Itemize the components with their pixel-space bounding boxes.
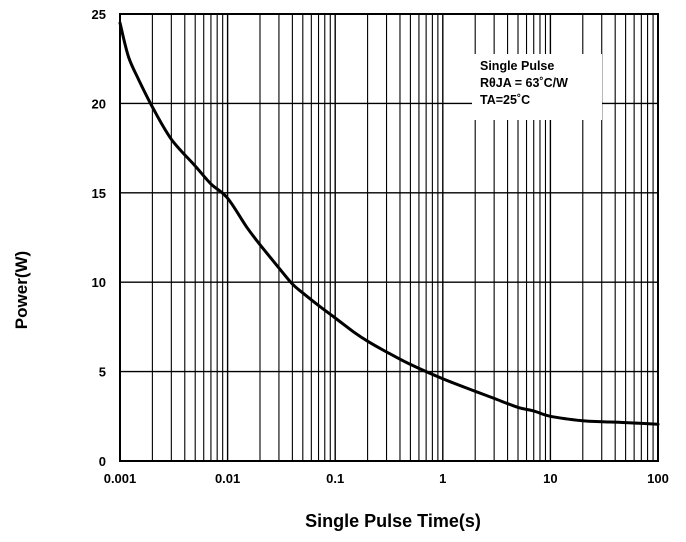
y-tick-label: 10 <box>92 275 106 290</box>
annotation-line-2: RθJA = 63˚C/W <box>480 76 568 90</box>
x-axis-label: Single Pulse Time(s) <box>305 511 481 531</box>
power-curve-line <box>118 21 660 426</box>
y-axis-label: Power(W) <box>12 250 31 330</box>
plot-frame <box>119 13 659 462</box>
y-tick-label: 0 <box>99 454 106 469</box>
x-tick-label: 0.01 <box>215 471 240 486</box>
x-tick-label: 100 <box>647 471 669 486</box>
y-tick-label: 25 <box>92 7 106 22</box>
chart-annotation-box: Single Pulse RθJA = 63˚C/W TA=25˚C <box>472 54 602 120</box>
y-tick-label: 20 <box>92 96 106 111</box>
x-tick-label: 1 <box>439 471 446 486</box>
x-tick-label: 0.1 <box>326 471 344 486</box>
x-tick-label: 0.001 <box>104 471 137 486</box>
annotation-line-3: TA=25˚C <box>480 93 531 107</box>
y-tick-label: 5 <box>99 365 106 380</box>
x-tick-label: 10 <box>543 471 557 486</box>
y-tick-label: 15 <box>92 186 106 201</box>
annotation-line-1: Single Pulse <box>480 59 555 73</box>
